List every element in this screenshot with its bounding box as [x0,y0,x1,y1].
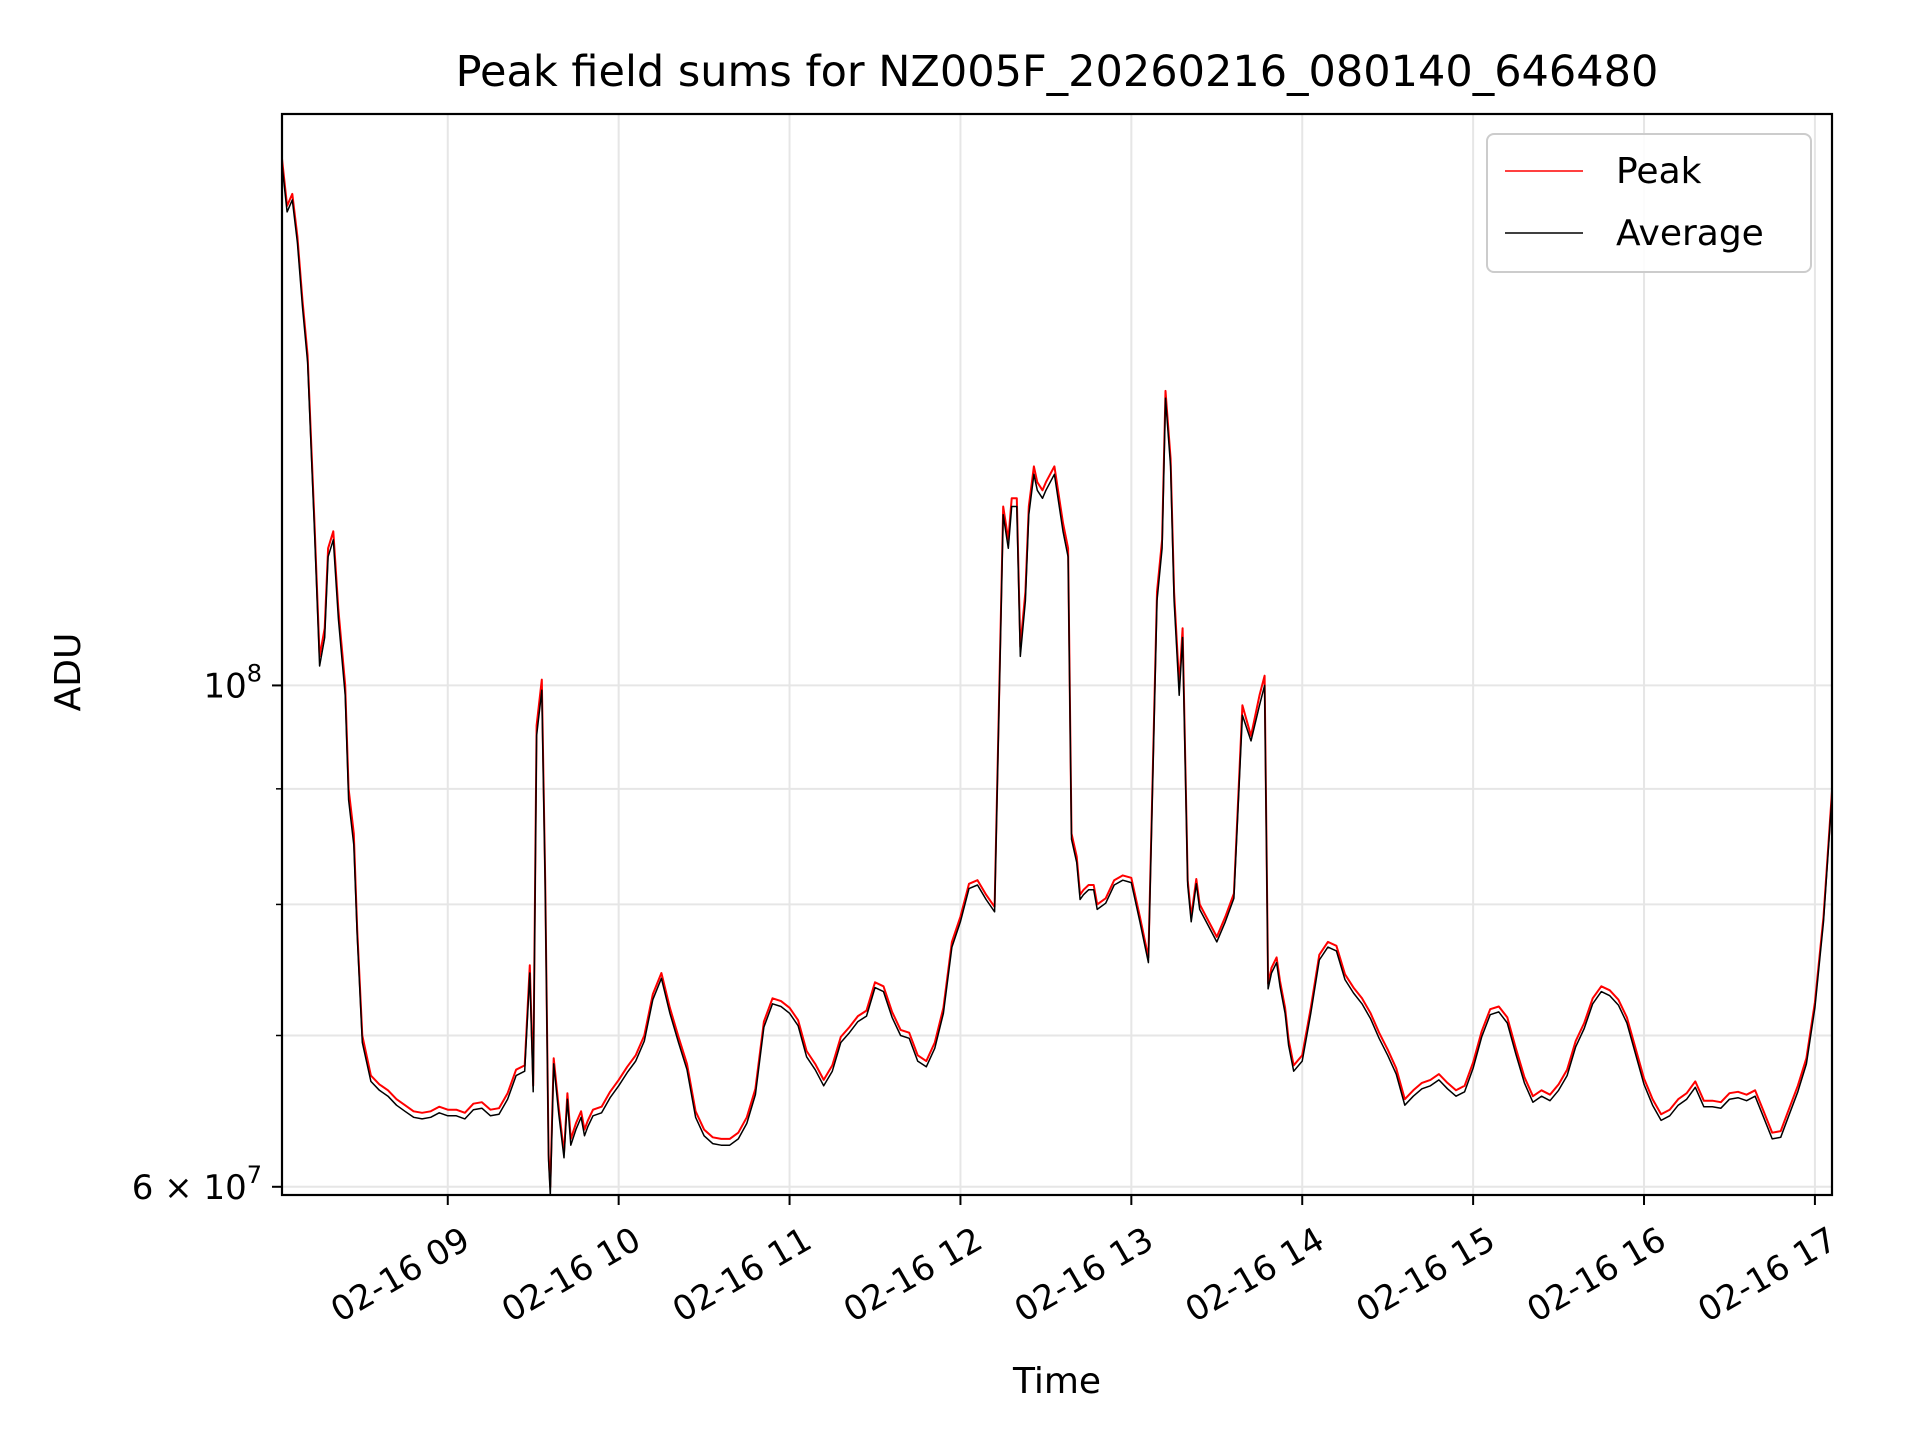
y-axis-label: ADU [48,633,89,712]
legend-frame [1486,133,1812,273]
legend-label-peak: Peak [1616,151,1702,192]
y-tick-label: 6 × 107 [132,1161,262,1208]
legend: Peak Average [1486,133,1812,273]
series-line-average [282,164,1832,1195]
grid [282,114,1832,1195]
plot-frame [280,112,1834,1197]
chart-title: Peak field sums for NZ005F_20260216_0801… [456,47,1659,97]
y-tick-label: 108 [203,659,262,706]
x-axis-label: Time [1012,1361,1101,1402]
legend-label-average: Average [1616,213,1764,254]
series-layer [282,158,1832,1195]
